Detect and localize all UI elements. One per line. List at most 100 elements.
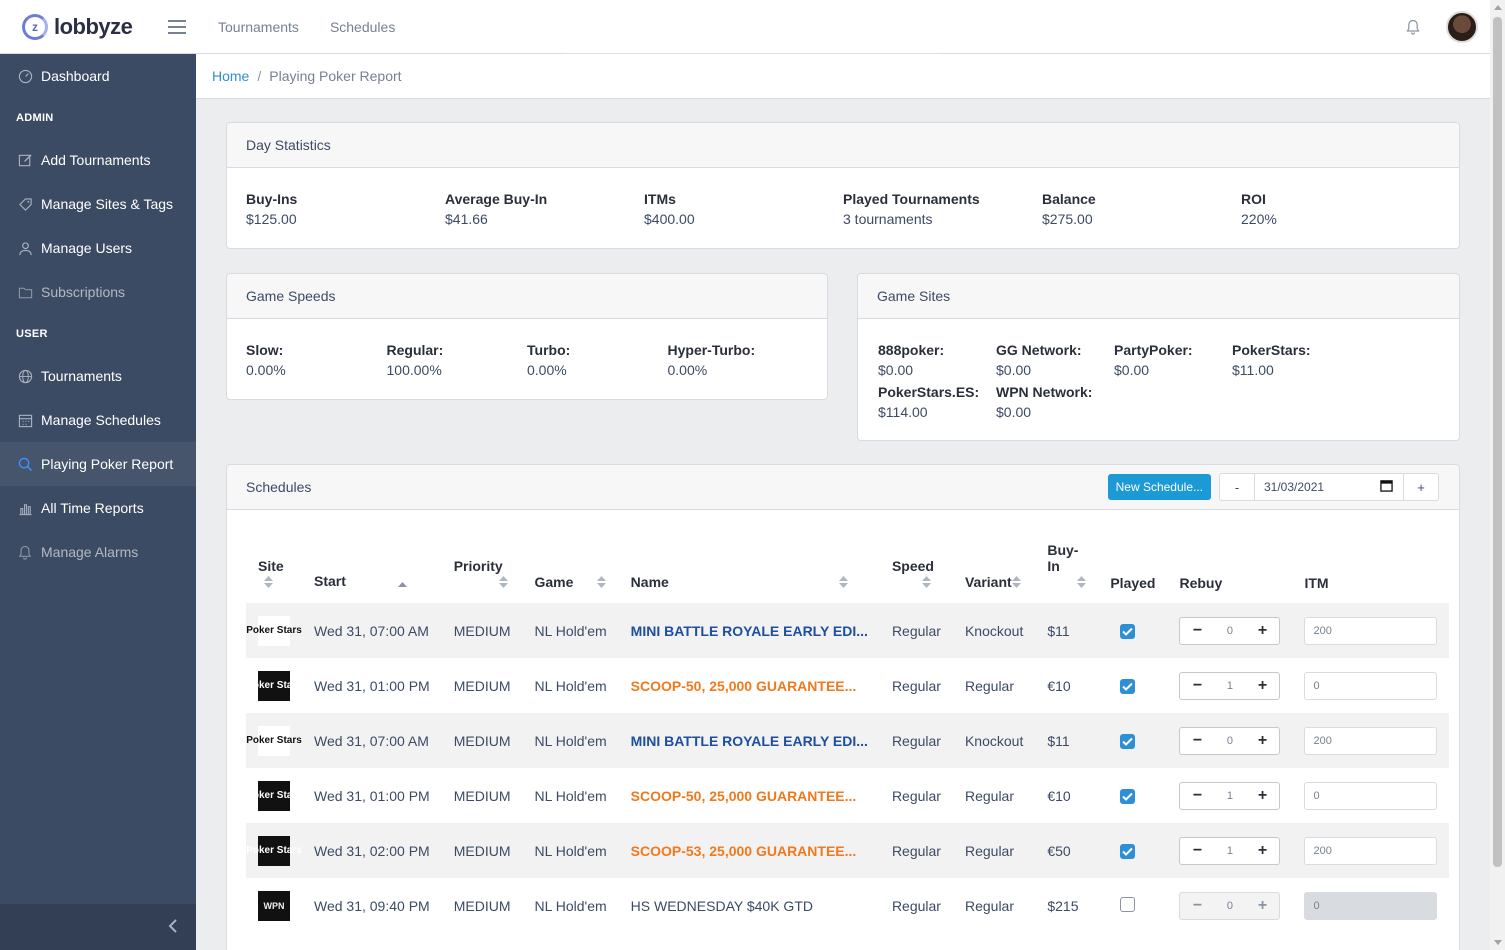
played-checkbox[interactable] (1120, 788, 1136, 804)
avatar[interactable] (1446, 10, 1478, 43)
tournament-name-link[interactable]: SCOOP-50, 25,000 GUARANTEE... (630, 677, 857, 694)
increment-button[interactable]: + (1257, 731, 1268, 749)
tournament-name-link[interactable]: HS WEDNESDAY $40K GTD (630, 897, 813, 914)
column-buyin[interactable]: Buy-In (1035, 542, 1098, 603)
cell-start: Wed 31, 01:00 PM (314, 787, 430, 804)
sort-icon[interactable] (838, 575, 848, 591)
pencil-icon (17, 152, 33, 168)
sidebar-item-dashboard[interactable]: Dashboard (0, 54, 196, 98)
sort-asc-icon[interactable] (397, 575, 407, 591)
breadcrumb-home-link[interactable]: Home (212, 68, 250, 84)
table-row[interactable]: Poker Stars Wed 31, 01:00 PM MEDIUM NL Hold… (246, 658, 1449, 713)
sort-icon[interactable] (264, 575, 273, 591)
table-row[interactable]: Poker Stars Wed 31, 07:00 AM MEDIUM NL Hold… (246, 713, 1450, 769)
table-header-row: Site Start Priority Game Name Speed Vari… (246, 542, 1449, 603)
column-name[interactable]: Name (619, 542, 880, 603)
rebuy-stepper[interactable]: − 0 + (1179, 891, 1281, 920)
decrement-button[interactable]: − (1192, 786, 1203, 804)
card-title: Game Speeds (227, 274, 827, 319)
scroll-down-icon[interactable] (1494, 940, 1502, 945)
vertical-scrollbar[interactable] (1490, 0, 1505, 950)
increment-button[interactable]: + (1257, 676, 1268, 694)
rebuy-stepper[interactable]: − 1 + (1179, 836, 1281, 865)
sidebar-item-add-tournaments[interactable]: Add Tournaments (0, 138, 196, 182)
sidebar-item-subscriptions[interactable]: Subscriptions (0, 270, 196, 314)
scroll-up-icon[interactable] (1494, 5, 1502, 10)
tournament-name-link[interactable]: MINI BATTLE ROYALE EARLY EDI... (630, 732, 868, 749)
next-day-button[interactable]: + (1417, 479, 1425, 495)
rebuy-stepper[interactable]: − 0 + (1179, 726, 1281, 755)
played-checkbox[interactable] (1120, 678, 1136, 694)
itm-input[interactable]: 200 (1304, 726, 1438, 755)
cell-itm: 0 (1292, 768, 1449, 823)
rebuy-stepper[interactable]: − 1 + (1179, 781, 1281, 810)
increment-button[interactable]: + (1257, 621, 1268, 639)
topnav-schedules-link[interactable]: Schedules (329, 18, 396, 35)
cell-itm: 0 (1292, 878, 1449, 933)
table-row[interactable]: WPN Wed 31, 09:40 PM MEDIUM NL Hold'em HS WE… (246, 878, 1449, 933)
column-start[interactable]: Start (302, 542, 442, 603)
new-schedule-button[interactable]: New Schedule... (1107, 474, 1211, 500)
bell-icon[interactable] (1406, 19, 1420, 35)
hamburger-menu-icon[interactable] (168, 19, 186, 34)
calendar-icon[interactable] (1380, 479, 1393, 495)
increment-button[interactable]: + (1257, 786, 1268, 804)
sort-icon[interactable] (498, 575, 508, 591)
increment-button[interactable]: + (1257, 896, 1268, 914)
decrement-button[interactable]: − (1192, 731, 1203, 749)
brand[interactable]: z lobbyze (0, 0, 196, 54)
sort-icon[interactable] (597, 575, 607, 591)
sidebar-item-playing-poker-report[interactable]: Playing Poker Report (0, 442, 196, 486)
itm-input[interactable]: 0 (1304, 781, 1438, 810)
decrement-button[interactable]: − (1192, 896, 1203, 914)
itm-input[interactable]: 0 (1304, 891, 1438, 920)
sort-icon[interactable] (921, 575, 931, 591)
column-speed[interactable]: Speed (880, 542, 953, 603)
sidebar-item-manage-sites-tags[interactable]: Manage Sites & Tags (0, 182, 196, 226)
played-checkbox[interactable] (1120, 733, 1136, 749)
played-checkbox[interactable] (1120, 896, 1136, 912)
column-site[interactable]: Site (246, 542, 302, 603)
tournament-name-link[interactable]: MINI BATTLE ROYALE EARLY EDI... (630, 622, 868, 639)
itm-input[interactable]: 200 (1304, 616, 1438, 645)
tournament-name-link[interactable]: SCOOP-53, 25,000 GUARANTEE... (630, 842, 857, 859)
decrement-button[interactable]: − (1192, 676, 1203, 694)
rebuy-stepper[interactable]: − 1 + (1179, 671, 1281, 700)
column-priority[interactable]: Priority (442, 542, 523, 603)
itm-input[interactable]: 0 (1304, 671, 1438, 700)
played-checkbox[interactable] (1120, 843, 1136, 859)
previous-day-button[interactable]: - (1234, 479, 1240, 495)
cell-buyin: $11 (1035, 603, 1099, 659)
brand-name: lobbyze (54, 13, 133, 39)
rebuy-stepper[interactable]: − 0 + (1179, 616, 1281, 645)
table-row[interactable]: Poker Stars Wed 31, 01:00 PM MEDIUM NL Hold… (246, 768, 1449, 823)
sort-icon[interactable] (1011, 575, 1021, 591)
cell-game: NL Hold'em (522, 823, 619, 879)
column-label: ITM (1304, 575, 1329, 592)
sort-icon[interactable] (1077, 575, 1087, 591)
scrollbar-thumb[interactable] (1493, 17, 1502, 867)
decrement-button[interactable]: − (1192, 841, 1203, 859)
top-header: z lobbyze Tournaments Schedules (0, 0, 1490, 54)
date-input[interactable]: 31/03/2021 (1254, 474, 1404, 500)
card-title: Day Statistics (227, 123, 1459, 168)
sidebar-item-all-time-reports[interactable]: All Time Reports (0, 486, 196, 530)
table-row[interactable]: Poker Stars Wed 31, 07:00 AM MEDIUM NL Hold… (246, 603, 1450, 659)
column-label: Priority (453, 558, 503, 574)
table-row[interactable]: Poker Stars Wed 31, 02:00 PM MEDIUM NL Hold… (246, 823, 1450, 879)
sidebar-minimizer[interactable] (0, 904, 196, 950)
decrement-button[interactable]: − (1192, 621, 1203, 639)
topnav-tournaments-link[interactable]: Tournaments (218, 18, 299, 35)
column-game[interactable]: Game (522, 542, 618, 603)
increment-button[interactable]: + (1257, 841, 1268, 859)
played-checkbox[interactable] (1120, 623, 1136, 639)
site-888poker: 888poker: $0.00 (878, 342, 996, 378)
sidebar-item-manage-alarms[interactable]: Manage Alarms (0, 530, 196, 574)
sidebar-item-manage-schedules[interactable]: Manage Schedules (0, 398, 196, 442)
itm-input[interactable]: 200 (1304, 836, 1438, 865)
sidebar-item-tournaments[interactable]: Tournaments (0, 354, 196, 398)
sidebar-item-manage-users[interactable]: Manage Users (0, 226, 196, 270)
speedometer-icon (17, 68, 33, 84)
tournament-name-link[interactable]: SCOOP-50, 25,000 GUARANTEE... (630, 787, 857, 804)
column-variant[interactable]: Variant (953, 542, 1035, 603)
